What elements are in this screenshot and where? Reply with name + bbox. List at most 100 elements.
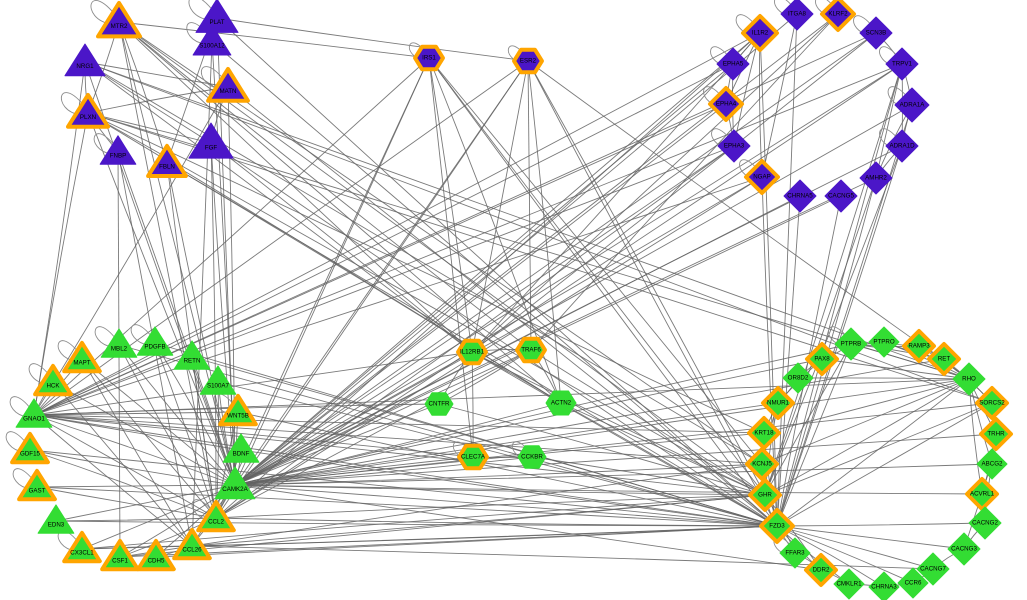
hexagon-node-shape[interactable] — [517, 445, 547, 469]
hexagon-node-shape[interactable] — [457, 443, 489, 471]
hexagon-node-shape[interactable] — [413, 44, 445, 72]
triangle-node-shape[interactable] — [33, 363, 73, 397]
triangle-node-shape[interactable] — [206, 67, 250, 103]
diamond-node-shape[interactable] — [916, 552, 950, 586]
diamond-node-shape[interactable] — [759, 508, 795, 544]
graph-node-itga8[interactable]: ITGA8 — [780, 0, 814, 31]
triangle-node-shape[interactable] — [192, 24, 232, 56]
graph-node-nrg1[interactable]: NRG1 — [64, 43, 106, 77]
diamond-node-shape[interactable] — [761, 386, 795, 420]
graph-node-il12rb1[interactable]: IL12RB1 — [456, 338, 488, 366]
triangle-node-shape[interactable] — [64, 43, 106, 77]
graph-node-abcg2[interactable]: ABCG2 — [976, 448, 1008, 480]
diamond-node-shape[interactable] — [782, 362, 814, 394]
diamond-node-shape[interactable] — [965, 477, 999, 511]
diamond-node-shape[interactable] — [868, 326, 900, 358]
graph-node-acvrl1[interactable]: ACVRL1 — [965, 477, 999, 511]
diamond-node-shape[interactable] — [779, 537, 811, 569]
diamond-node-shape[interactable] — [716, 47, 750, 81]
graph-node-plat[interactable]: PLAT — [195, 0, 239, 33]
diamond-node-shape[interactable] — [885, 47, 919, 81]
graph-node-cacng3[interactable]: CACNG3 — [947, 532, 981, 566]
graph-node-gast[interactable]: GAST — [17, 468, 57, 502]
graph-node-esr2[interactable]: ESR2 — [512, 47, 544, 75]
graph-node-fgf[interactable]: FGF — [188, 122, 234, 159]
triangle-node-shape[interactable] — [62, 530, 102, 564]
diamond-node-shape[interactable] — [968, 506, 1002, 540]
graph-node-cacng5[interactable]: CACNG5 — [824, 179, 858, 213]
diamond-node-shape[interactable] — [927, 342, 961, 376]
diamond-node-shape[interactable] — [975, 386, 1009, 420]
graph-node-cmklr1[interactable]: CMKLR1 — [833, 568, 865, 600]
triangle-node-shape[interactable] — [218, 393, 258, 427]
hexagon-node-shape[interactable] — [545, 390, 577, 416]
triangle-node-shape[interactable] — [172, 527, 212, 561]
hexagon-node-shape[interactable] — [456, 338, 488, 366]
diamond-node-shape[interactable] — [894, 87, 930, 123]
graph-node-cacng2[interactable]: CACNG2 — [968, 506, 1002, 540]
graph-node-traf6[interactable]: TRAF6 — [515, 336, 547, 364]
triangle-node-shape[interactable] — [195, 0, 239, 33]
graph-node-fnbp[interactable]: FNBP — [99, 135, 137, 165]
triangle-node-shape[interactable] — [196, 499, 236, 533]
diamond-node-shape[interactable] — [833, 568, 865, 600]
graph-node-nmur1[interactable]: NMUR1 — [761, 386, 795, 420]
graph-node-irs1[interactable]: IRS1 — [413, 44, 445, 72]
graph-node-epha3[interactable]: EPHA3 — [717, 129, 751, 163]
triangle-node-shape[interactable] — [100, 538, 140, 572]
graph-node-adra1d[interactable]: ADRA1D — [885, 129, 919, 163]
diamond-node-shape[interactable] — [824, 179, 858, 213]
graph-node-il1r2[interactable]: IL1R2 — [741, 14, 779, 52]
diamond-node-shape[interactable] — [859, 161, 893, 195]
triangle-node-shape[interactable] — [62, 340, 102, 374]
diamond-node-shape[interactable] — [902, 329, 936, 363]
triangle-node-shape[interactable] — [136, 326, 174, 356]
graph-node-mtr2[interactable]: MTR2 — [96, 1, 142, 39]
hexagon-node-shape[interactable] — [512, 47, 544, 75]
triangle-node-shape[interactable] — [10, 431, 50, 465]
diamond-node-shape[interactable] — [783, 179, 817, 213]
diamond-node-shape[interactable] — [748, 478, 782, 512]
graph-node-amhr2[interactable]: AMHR2 — [859, 161, 893, 195]
triangle-node-shape[interactable] — [222, 433, 260, 463]
graph-node-epha5[interactable]: EPHA5 — [716, 47, 750, 81]
diamond-node-shape[interactable] — [780, 0, 814, 31]
graph-node-ngap[interactable]: NGAP — [744, 159, 780, 195]
diamond-node-shape[interactable] — [952, 362, 986, 396]
triangle-node-shape[interactable] — [188, 122, 234, 159]
triangle-node-shape[interactable] — [17, 468, 57, 502]
triangle-node-shape[interactable] — [146, 143, 188, 178]
diamond-node-shape[interactable] — [744, 159, 780, 195]
graph-node-cx3cl1[interactable]: CX3CL1 — [62, 530, 102, 564]
diamond-node-shape[interactable] — [708, 86, 744, 122]
triangle-node-shape[interactable] — [37, 504, 75, 534]
graph-node-cntfr[interactable]: CNTFR — [424, 392, 454, 416]
diamond-node-shape[interactable] — [834, 327, 868, 361]
diamond-node-shape[interactable] — [947, 532, 981, 566]
graph-node-pdgfb[interactable]: PDGFB — [136, 326, 174, 356]
hexagon-node-shape[interactable] — [424, 392, 454, 416]
graph-node-adra1a[interactable]: ADRA1A — [894, 87, 930, 123]
triangle-node-shape[interactable] — [173, 340, 211, 370]
graph-node-or8d2[interactable]: OR8D2 — [782, 362, 814, 394]
graph-node-chrna3[interactable]: CHRNA3 — [868, 571, 900, 600]
triangle-node-shape[interactable] — [199, 365, 237, 395]
graph-node-edn3[interactable]: EDN3 — [37, 504, 75, 534]
triangle-node-shape[interactable] — [15, 398, 53, 428]
triangle-node-shape[interactable] — [66, 93, 110, 129]
graph-node-epha4[interactable]: EPHA4 — [708, 86, 744, 122]
diamond-node-shape[interactable] — [745, 447, 779, 481]
diamond-node-shape[interactable] — [747, 416, 781, 450]
diamond-node-shape[interactable] — [897, 567, 929, 599]
triangle-node-shape[interactable] — [214, 466, 256, 500]
graph-node-wnt5b[interactable]: WNT5B — [218, 393, 258, 427]
diamond-node-shape[interactable] — [868, 571, 900, 600]
diamond-node-shape[interactable] — [741, 14, 779, 52]
diamond-node-shape[interactable] — [820, 0, 856, 32]
triangle-node-shape[interactable] — [99, 135, 137, 165]
graph-node-trpv1[interactable]: TRPV1 — [885, 47, 919, 81]
diamond-node-shape[interactable] — [717, 129, 751, 163]
graph-node-gdf15[interactable]: GDF15 — [10, 431, 50, 465]
triangle-node-shape[interactable] — [96, 1, 142, 39]
